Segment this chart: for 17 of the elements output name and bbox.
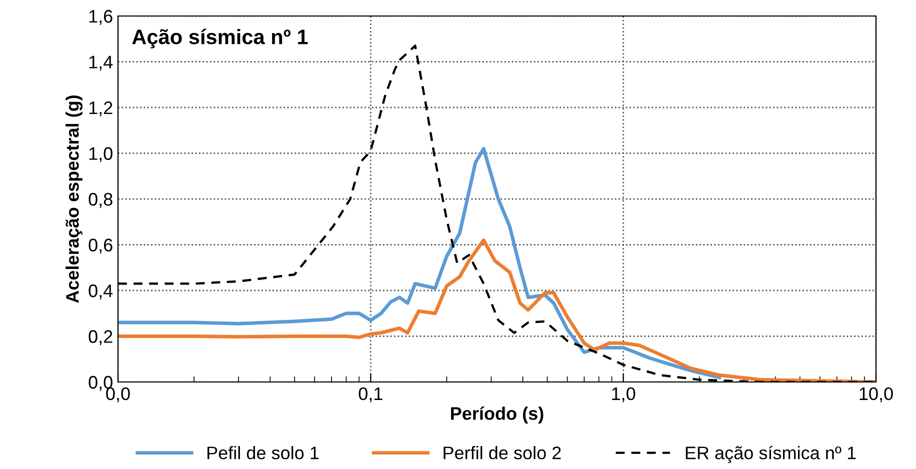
y-tick-label: 0,6	[88, 238, 112, 254]
y-axis-title: Aceleração espectral (g)	[66, 96, 82, 303]
legend-label: Perfil de solo 2	[444, 446, 561, 460]
y-tick-label: 1,6	[89, 10, 112, 25]
x-tick-label: 1,0	[612, 387, 636, 402]
y-tick-label: 0,2	[88, 330, 112, 346]
legend-label: Pefil de solo 1	[208, 446, 319, 460]
legend-label: ER ação sísmica nº 1	[686, 446, 856, 463]
y-tick-label: 1,4	[89, 56, 113, 71]
y-tick-label: 0,8	[88, 192, 112, 208]
y-tick-label: 1,0	[89, 147, 112, 162]
x-tick-label: 10,0	[860, 387, 893, 402]
y-tick-label: 1,2	[89, 101, 112, 116]
y-tick-label: 0,4	[88, 284, 113, 300]
text: Ação sísmica nº 1	[132, 28, 308, 48]
x-axis-title: Período (s)	[451, 406, 544, 424]
x-tick-label: 0,1	[358, 387, 382, 402]
